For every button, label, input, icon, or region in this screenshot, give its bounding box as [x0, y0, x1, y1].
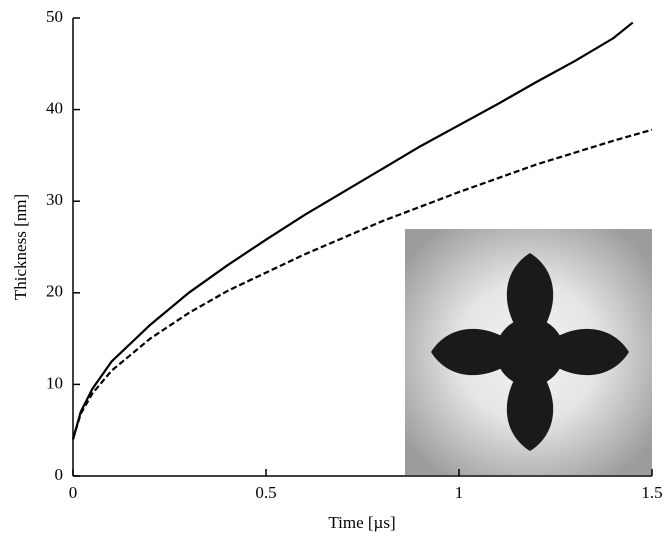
x-tick-label: 0.5: [255, 483, 276, 502]
x-tick-label: 0: [69, 483, 78, 502]
y-tick-label: 40: [46, 99, 63, 118]
y-tick-label: 0: [55, 465, 64, 484]
y-tick-label: 10: [46, 373, 63, 392]
x-axis-label: Time [µs]: [328, 513, 395, 532]
y-tick-label: 50: [46, 7, 63, 26]
y-tick-label: 20: [46, 282, 63, 301]
y-axis-label: Thickness [nm]: [11, 194, 30, 300]
x-tick-label: 1: [455, 483, 464, 502]
y-tick-label: 30: [46, 190, 63, 209]
data-line: [71, 21, 634, 440]
x-tick-label: 1.5: [641, 483, 662, 502]
data-line: [71, 128, 653, 440]
inset-image: [405, 229, 652, 475]
